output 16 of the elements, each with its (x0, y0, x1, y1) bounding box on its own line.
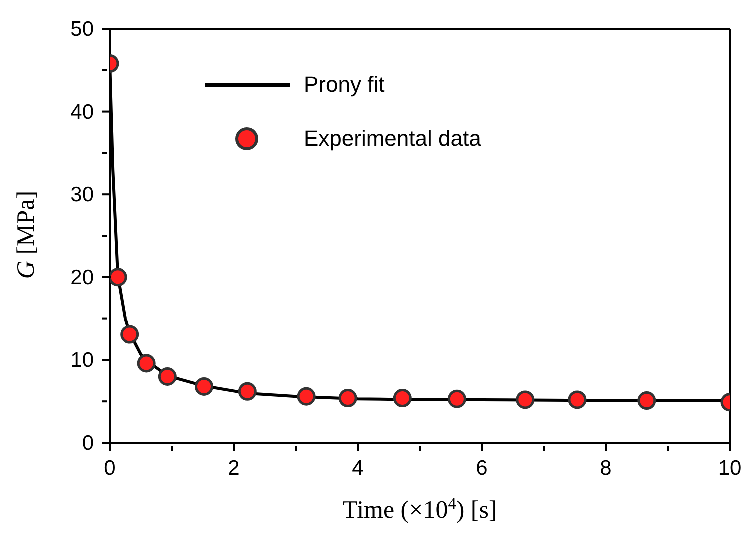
x-axis-title: Time (×10$^{4}$) [s] (342, 495, 498, 524)
x-tick-label: 6 (476, 457, 488, 480)
x-tick-label: 8 (600, 457, 612, 480)
y-tick-label: 30 (70, 184, 94, 207)
x-tick-label: 10 (718, 457, 742, 480)
legend-label: Experimental data (304, 126, 482, 152)
y-axis-title: G [MPa] (13, 190, 40, 280)
x-tick-label: 0 (104, 457, 116, 480)
y-tick-label: 50 (70, 18, 94, 41)
y-tick-label: 20 (70, 266, 94, 290)
y-tick-label: 10 (70, 349, 94, 372)
y-tick-label: 0 (82, 432, 94, 455)
legend-label: Prony fit (304, 72, 385, 98)
x-tick-label: 4 (352, 457, 364, 480)
y-tick-label: 40 (70, 100, 94, 124)
x-tick-label: 2 (228, 457, 240, 480)
